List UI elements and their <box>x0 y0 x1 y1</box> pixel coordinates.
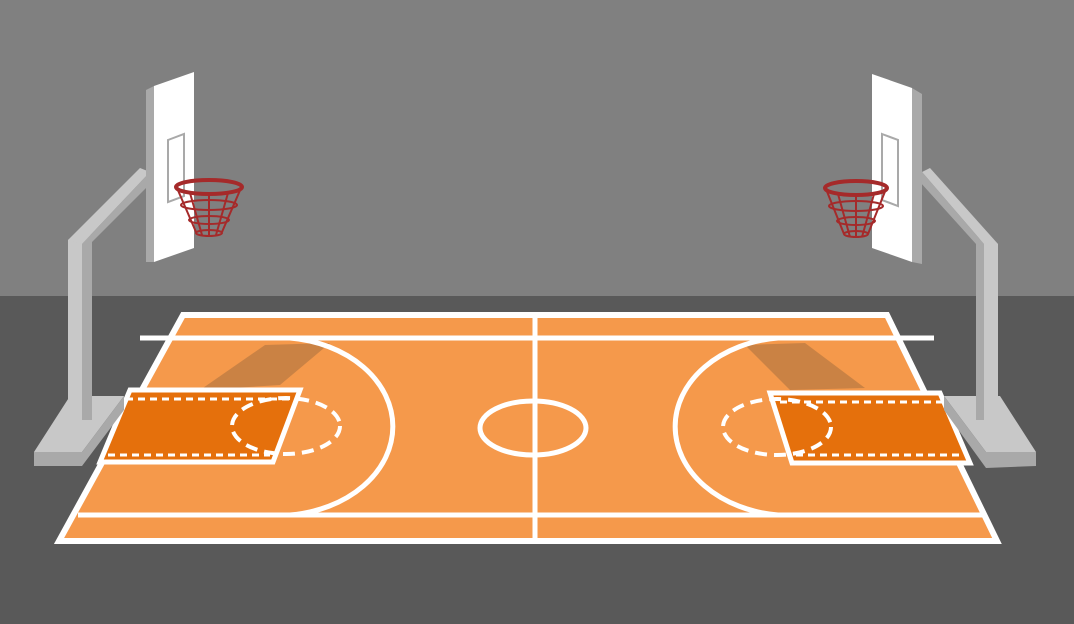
left-hoop-base <box>34 396 124 452</box>
right-hoop-base <box>944 396 1036 452</box>
left-hoop-net <box>176 187 242 237</box>
left-free-throw-circle <box>230 396 342 456</box>
right-hoop-net <box>825 188 887 238</box>
right-basketball-hoop-icon <box>823 74 1036 468</box>
court-surface <box>53 312 1002 544</box>
right-backboard-shadow <box>745 343 865 390</box>
right-free-throw-circle <box>721 397 833 457</box>
left-backboard <box>146 86 154 262</box>
left-backboard-shadow <box>200 343 330 390</box>
left-three-point-arc <box>100 335 396 518</box>
left-hoop-pole <box>68 230 82 420</box>
left-basketball-hoop-icon <box>34 72 244 466</box>
center-circle <box>477 398 589 458</box>
left-hoop-arm <box>68 168 150 244</box>
left-paint <box>96 387 304 465</box>
right-hoop-pole <box>984 236 998 420</box>
right-backboard <box>872 74 912 262</box>
right-three-point-arc <box>672 335 968 518</box>
right-hoop-arm <box>922 168 998 244</box>
